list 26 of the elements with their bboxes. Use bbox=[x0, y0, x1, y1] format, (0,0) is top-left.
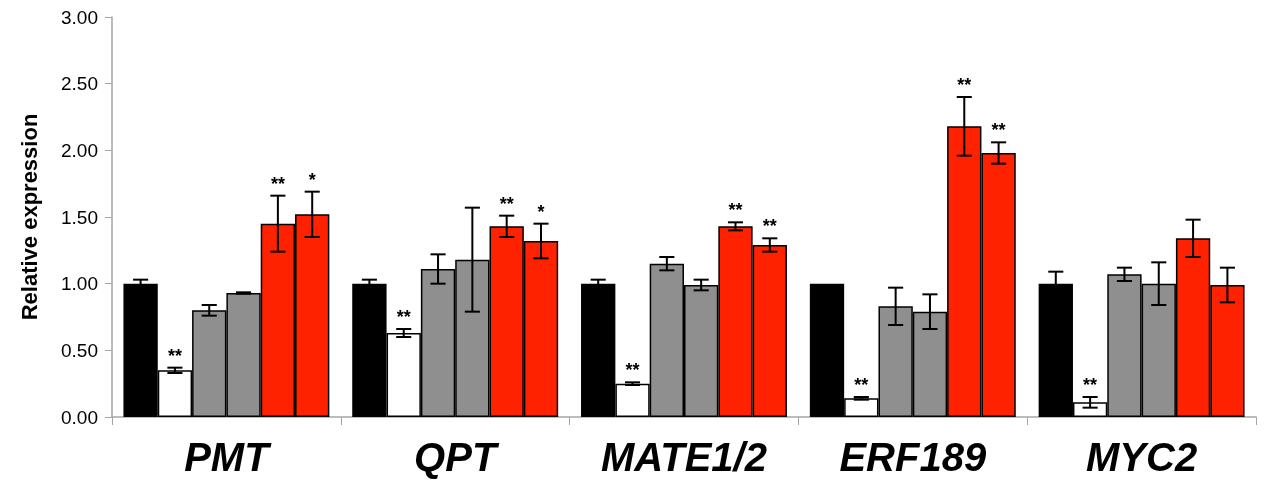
y-tick-label: 2.00 bbox=[61, 139, 98, 161]
data-label: ** bbox=[957, 75, 972, 95]
data-label: ** bbox=[270, 173, 285, 194]
data-label: ** bbox=[167, 345, 182, 366]
data-label: ** bbox=[854, 375, 869, 395]
y-tick-label: 3.00 bbox=[61, 6, 98, 28]
data-label: ** bbox=[728, 200, 743, 221]
y-tick-label: 2.50 bbox=[61, 73, 98, 95]
data-label: ** bbox=[762, 216, 777, 237]
data-label: ** bbox=[499, 193, 514, 214]
x-tick-label: MYC2 bbox=[1086, 435, 1198, 479]
y-tick-label: 1.00 bbox=[61, 273, 98, 295]
data-label: * bbox=[308, 169, 316, 190]
data-label: ** bbox=[1083, 375, 1098, 395]
y-tick-label: 0.50 bbox=[61, 339, 98, 361]
x-tick-label: ERF189 bbox=[839, 435, 987, 479]
y-tick-label: 1.50 bbox=[61, 206, 98, 228]
data-label: ** bbox=[625, 360, 640, 381]
x-tick-label: QPT bbox=[414, 435, 500, 480]
y-axis-title: Relative expression bbox=[16, 113, 42, 321]
y-tick-label: 0.00 bbox=[61, 406, 98, 428]
data-label: ** bbox=[991, 120, 1006, 141]
data-label: ** bbox=[396, 307, 411, 327]
x-tick-label: MATE1/2 bbox=[601, 435, 767, 479]
data-label: * bbox=[537, 201, 545, 222]
x-tick-label: PMT bbox=[184, 435, 273, 479]
